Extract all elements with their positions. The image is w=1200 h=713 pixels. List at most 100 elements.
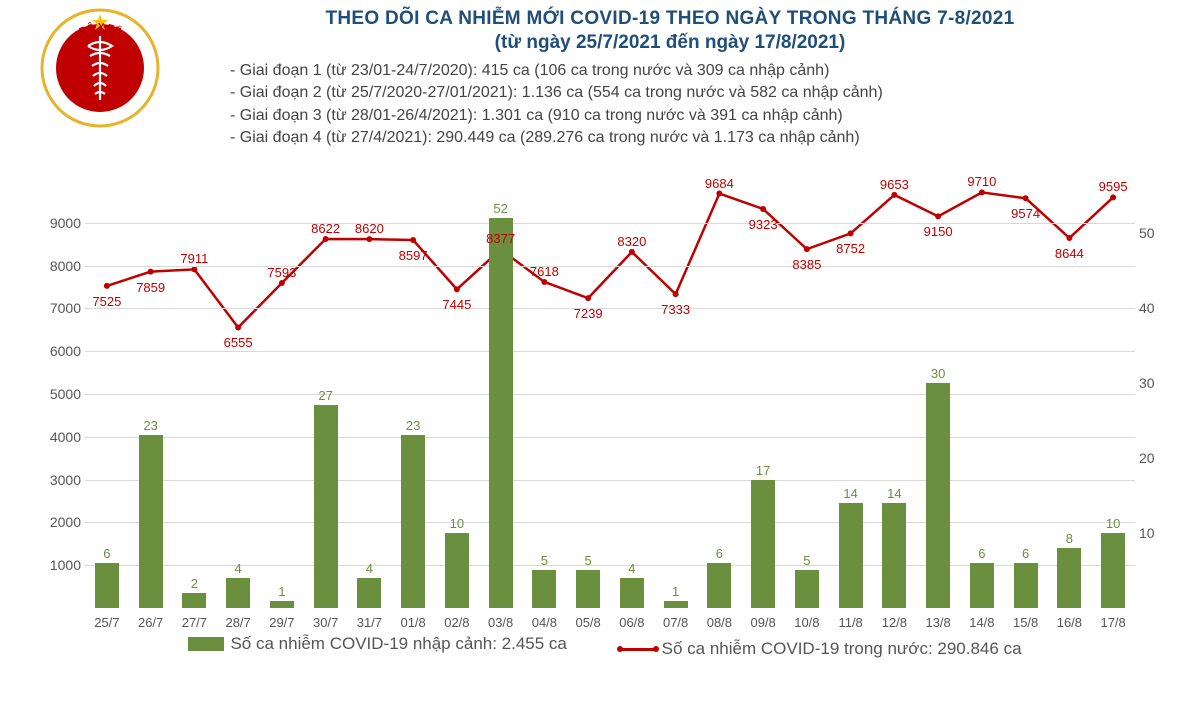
line-value-label: 7593: [267, 265, 296, 280]
line-marker: [541, 279, 547, 285]
bar-value-label: 14: [831, 486, 871, 501]
line-value-label: 8320: [617, 234, 646, 249]
phase-line: - Giai đoạn 4 (từ 27/4/2021): 290.449 ca…: [230, 127, 1200, 149]
bar-value-label: 1: [262, 584, 302, 599]
bar-value-label: 6: [699, 546, 739, 561]
gridline: [85, 351, 1135, 352]
bar: [314, 405, 338, 608]
phase-line: - Giai đoạn 2 (từ 25/7/2020-27/01/2021):…: [230, 82, 1200, 104]
bar-value-label: 6: [1006, 546, 1046, 561]
line-marker: [848, 230, 854, 236]
y-axis-left-label: 7000: [33, 300, 81, 316]
legend-bar-label: Số ca nhiễm COVID-19 nhập cảnh: 2.455 ca: [230, 634, 566, 654]
x-axis-label: 05/8: [575, 615, 600, 630]
x-axis-label: 10/8: [794, 615, 819, 630]
line-value-label: 9323: [749, 217, 778, 232]
line-marker: [629, 249, 635, 255]
line-marker: [1066, 235, 1072, 241]
y-axis-left-label: 8000: [33, 258, 81, 274]
line-value-label: 8597: [399, 248, 428, 263]
bar-value-label: 4: [349, 561, 389, 576]
bar: [839, 503, 863, 608]
bar: [139, 435, 163, 608]
bar: [445, 533, 469, 608]
x-axis-label: 26/7: [138, 615, 163, 630]
line-value-label: 9574: [1011, 206, 1040, 221]
bar-value-label: 23: [393, 418, 433, 433]
legend-bar-swatch: [188, 637, 224, 651]
bar-value-label: 23: [131, 418, 171, 433]
x-axis-label: 17/8: [1100, 615, 1125, 630]
y-axis-left-label: 9000: [33, 215, 81, 231]
line-value-label: 7333: [661, 302, 690, 317]
y-axis-right-label: 30: [1139, 375, 1177, 391]
bar-value-label: 10: [1093, 516, 1133, 531]
ministry-logo: BỘ Y TẾ MINISTRY OF HEALTH: [40, 8, 160, 128]
bar-value-label: 10: [437, 516, 477, 531]
line-value-label: 8622: [311, 221, 340, 236]
gridline: [85, 437, 1135, 438]
bar-value-label: 1: [656, 584, 696, 599]
line-value-label: 7859: [136, 280, 165, 295]
bar: [970, 563, 994, 608]
bar-value-label: 14: [874, 486, 914, 501]
line-marker: [1110, 194, 1116, 200]
gridline: [85, 522, 1135, 523]
line-marker: [979, 189, 985, 195]
line-value-label: 8644: [1055, 246, 1084, 261]
line-value-label: 9150: [924, 224, 953, 239]
bar-value-label: 4: [218, 561, 258, 576]
line-marker: [760, 206, 766, 212]
line-marker: [804, 246, 810, 252]
line-value-label: 7525: [92, 294, 121, 309]
x-axis-label: 15/8: [1013, 615, 1038, 630]
x-axis-label: 07/8: [663, 615, 688, 630]
bar-value-label: 30: [918, 366, 958, 381]
x-axis-label: 02/8: [444, 615, 469, 630]
line-marker: [366, 236, 372, 242]
bar: [1014, 563, 1038, 608]
x-axis-label: 13/8: [925, 615, 950, 630]
line-marker: [585, 295, 591, 301]
bar-value-label: 6: [962, 546, 1002, 561]
x-axis-label: 25/7: [94, 615, 119, 630]
bar: [532, 570, 556, 608]
bar-value-label: 6: [87, 546, 127, 561]
bar: [1101, 533, 1125, 608]
gridline: [85, 480, 1135, 481]
x-axis-label: 12/8: [882, 615, 907, 630]
bar: [226, 578, 250, 608]
x-axis-label: 03/8: [488, 615, 513, 630]
y-axis-right-label: 40: [1139, 300, 1177, 316]
line-value-label: 7618: [530, 264, 559, 279]
line-marker: [148, 269, 154, 275]
title-line-2: (từ ngày 25/7/2021 đến ngày 17/8/2021): [180, 32, 1160, 54]
x-axis-label: 29/7: [269, 615, 294, 630]
line-value-label: 8620: [355, 221, 384, 236]
legend-line-label: Số ca nhiễm COVID-19 trong nước: 290.846…: [662, 639, 1022, 659]
bar: [751, 480, 775, 608]
bar-value-label: 5: [568, 553, 608, 568]
line-value-label: 9653: [880, 177, 909, 192]
x-axis-label: 01/8: [400, 615, 425, 630]
header: BỘ Y TẾ MINISTRY OF HEALTH THEO DÕI CA N…: [0, 0, 1200, 150]
line-value-label: 7911: [180, 251, 208, 266]
y-axis-right-label: 50: [1139, 225, 1177, 241]
bar: [270, 601, 294, 609]
bar-value-label: 4: [612, 561, 652, 576]
line-marker: [935, 213, 941, 219]
phase-line: - Giai đoạn 1 (từ 23/01-24/7/2020): 415 …: [230, 60, 1200, 82]
y-axis-left-label: 6000: [33, 343, 81, 359]
x-axis-label: 11/8: [838, 615, 862, 630]
y-axis-right-label: 10: [1139, 525, 1177, 541]
line-marker: [454, 286, 460, 292]
line-path: [107, 192, 1113, 327]
bar: [620, 578, 644, 608]
line-value-label: 9595: [1099, 179, 1128, 194]
line-value-label: 6555: [224, 335, 253, 350]
gridline: [85, 266, 1135, 267]
gridline: [85, 308, 1135, 309]
bar-value-label: 27: [306, 388, 346, 403]
bar: [926, 383, 950, 608]
line-marker: [1023, 195, 1029, 201]
